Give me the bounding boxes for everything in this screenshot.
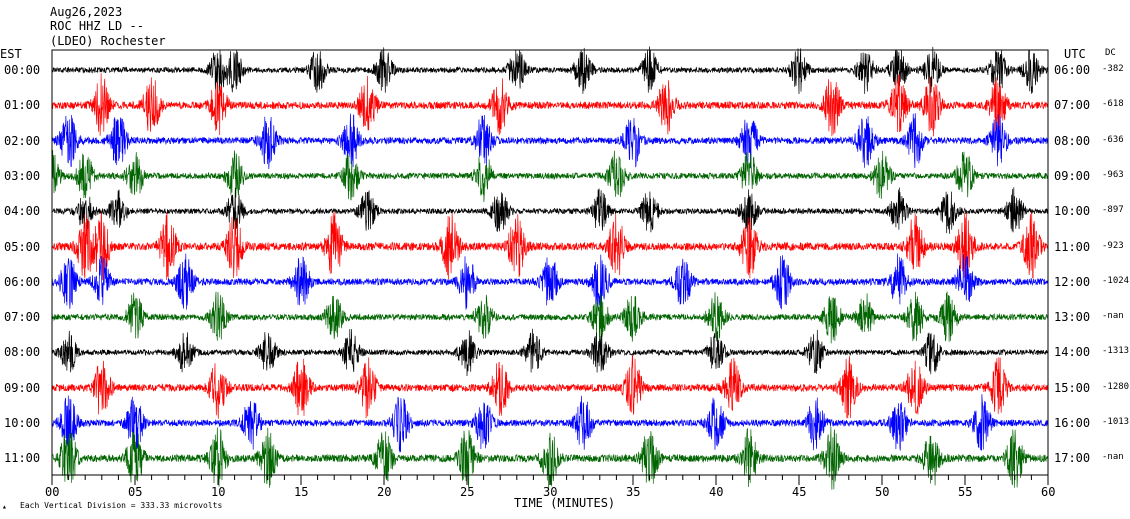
x-tick-label: 30	[543, 485, 558, 499]
utc-hour-label: 13:00	[1054, 310, 1091, 325]
est-hour-label: 08:00	[4, 345, 41, 360]
dc-offset-value: -1313	[1102, 346, 1130, 357]
est-hour-label: 02:00	[4, 133, 41, 148]
utc-hour-label: 08:00	[1054, 133, 1091, 148]
station-icon: ▴	[2, 502, 7, 511]
x-tick-label: 25	[460, 485, 475, 499]
trace-04:00	[51, 187, 1049, 235]
utc-hour-label: 12:00	[1054, 274, 1091, 289]
est-hour-label: 03:00	[4, 168, 41, 183]
x-tick-label: 15	[294, 485, 309, 499]
trace-08:00	[51, 328, 1049, 377]
est-hour-label: 04:00	[4, 204, 41, 219]
trace-03:00	[51, 150, 1049, 203]
utc-hour-label: 07:00	[1054, 98, 1091, 113]
dc-offset-value: -618	[1102, 99, 1124, 110]
x-tick-label: 10	[211, 485, 226, 499]
x-tick-label: 55	[958, 485, 973, 499]
plot-axes	[51, 49, 1049, 485]
trace-07:00	[51, 291, 1049, 344]
dc-column-title: DC	[1105, 48, 1116, 58]
dc-offset-value: -1280	[1102, 381, 1130, 392]
trace-06:00	[51, 253, 1049, 310]
est-axis-title: EST	[0, 47, 22, 61]
est-hour-label: 05:00	[4, 239, 41, 254]
dc-offset-value: -963	[1102, 169, 1124, 180]
est-hour-label: 11:00	[4, 451, 41, 466]
x-tick-label: 60	[1041, 485, 1056, 499]
utc-hour-label: 14:00	[1054, 345, 1091, 360]
header-network: (LDEO) Rochester	[50, 34, 166, 48]
x-tick-label: 20	[377, 485, 392, 499]
trace-10:00	[51, 394, 1049, 453]
x-axis-title: TIME (MINUTES)	[514, 496, 616, 510]
est-hour-label: 01:00	[4, 98, 41, 113]
dc-offset-value: -nan	[1102, 311, 1124, 322]
x-tick-label: 40	[709, 485, 724, 499]
x-tick-label: 35	[626, 485, 641, 499]
est-hour-label: 10:00	[4, 416, 41, 430]
est-hour-label: 07:00	[4, 310, 41, 325]
x-tick-label: 45	[792, 485, 807, 499]
est-hour-label: 09:00	[4, 380, 41, 395]
utc-hour-label: 10:00	[1054, 204, 1091, 219]
dc-offset-value: -382	[1102, 64, 1124, 74]
utc-hour-label: 11:00	[1054, 239, 1091, 254]
est-hour-label: 00:00	[4, 63, 41, 77]
utc-hour-label: 06:00	[1054, 63, 1091, 77]
utc-hour-label: 16:00	[1054, 416, 1091, 430]
est-hour-label: 06:00	[4, 274, 41, 289]
x-tick-label: 00	[45, 485, 60, 499]
x-tick-label: 05	[128, 485, 143, 499]
trace-02:00	[51, 113, 1049, 170]
x-tick-label: 50	[875, 485, 890, 499]
scale-note: Each Vertical Division = 333.33 microvol…	[20, 501, 223, 510]
utc-hour-label: 15:00	[1054, 380, 1091, 395]
trace-05:00	[51, 211, 1049, 281]
trace-01:00	[51, 73, 1049, 137]
dc-offset-value: -636	[1102, 134, 1124, 145]
trace-00:00	[51, 46, 1049, 95]
header-date: Aug26,2023	[50, 5, 123, 19]
utc-hour-label: 09:00	[1054, 168, 1091, 183]
header-station: ROC HHZ LD --	[50, 19, 144, 33]
dc-offset-value: -1024	[1102, 275, 1130, 286]
dc-offset-value: -897	[1102, 205, 1124, 216]
dc-offset-value: -1013	[1102, 417, 1130, 427]
trace-09:00	[51, 355, 1049, 419]
dc-offset-value: -923	[1102, 240, 1124, 251]
dc-offset-value: -nan	[1102, 452, 1124, 463]
seismic-traces	[51, 46, 1049, 490]
utc-hour-label: 17:00	[1054, 451, 1091, 466]
utc-axis-title: UTC	[1064, 47, 1086, 61]
